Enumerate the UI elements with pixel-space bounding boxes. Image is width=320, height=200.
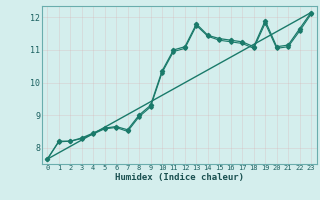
X-axis label: Humidex (Indice chaleur): Humidex (Indice chaleur) — [115, 173, 244, 182]
